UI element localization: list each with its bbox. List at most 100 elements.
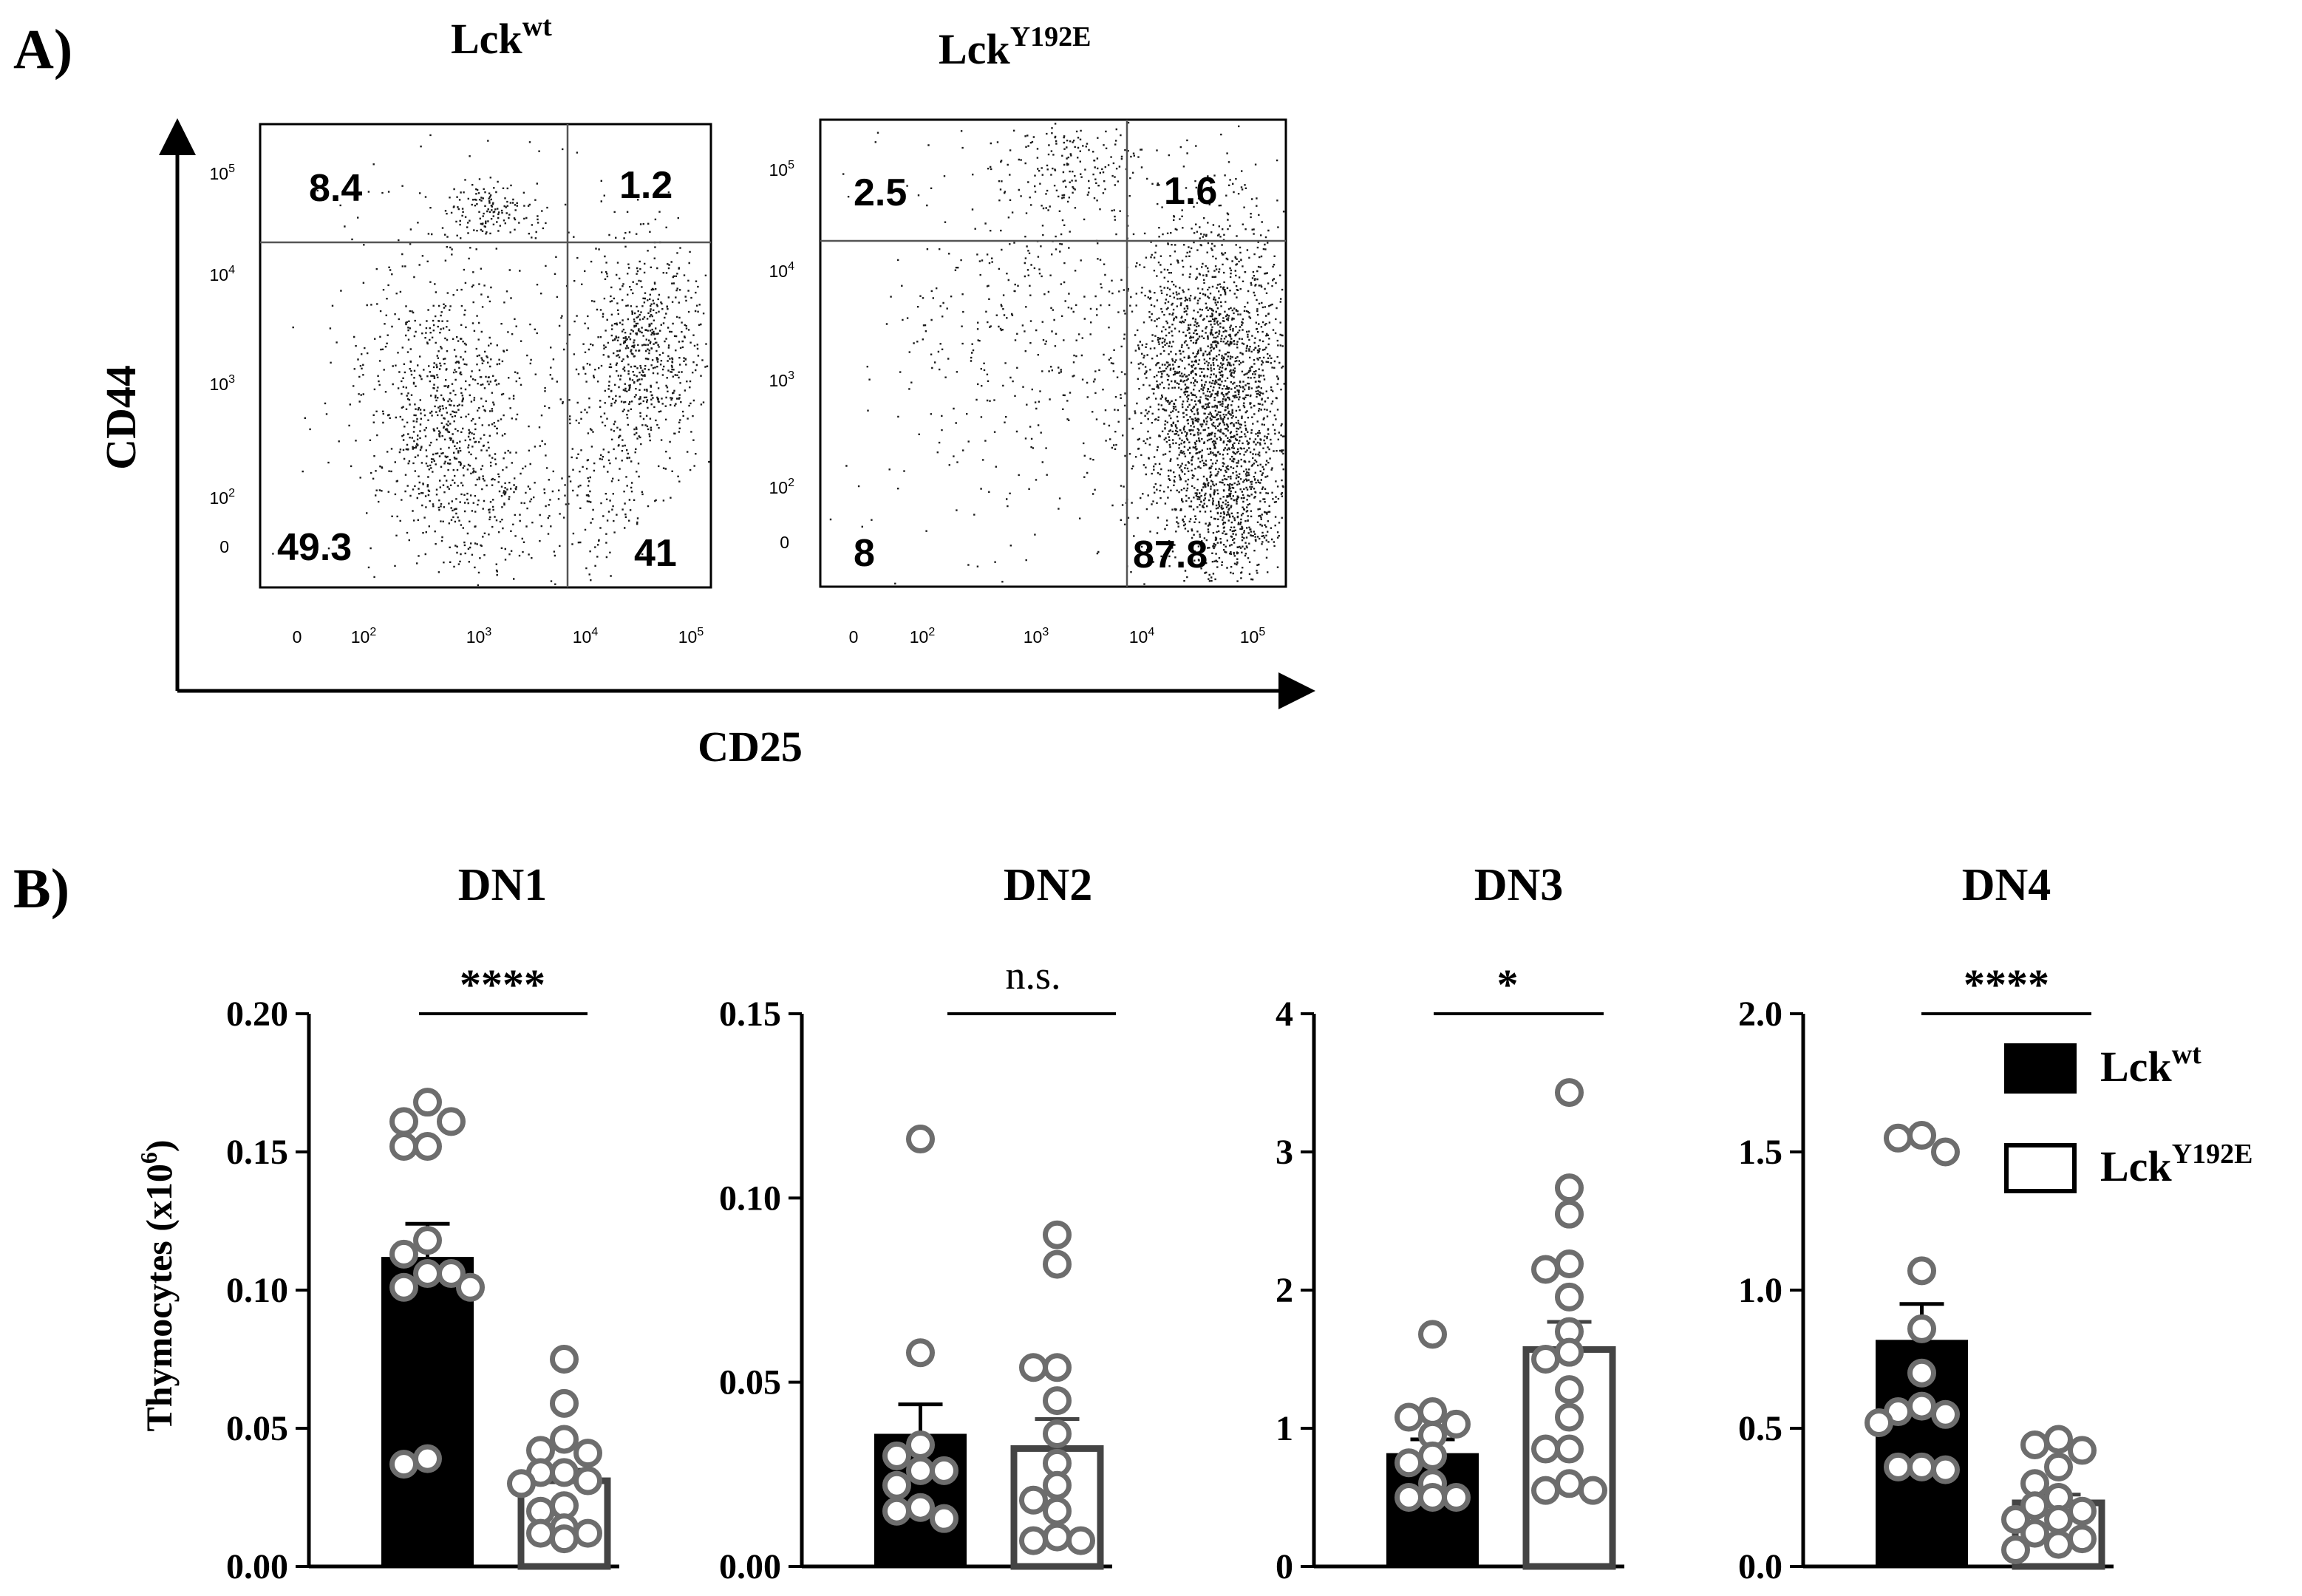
data-point [1555,1434,1584,1464]
data-point [2044,1425,2073,1454]
data-point [2044,1530,2073,1559]
data-point [1395,1483,1423,1512]
data-point [2001,1504,2030,1534]
data-point [906,1430,935,1459]
significance-label: **** [460,961,545,1009]
y-tick-label: 105 [769,159,795,180]
data-point [1884,1123,1913,1153]
event-dots [272,134,710,582]
data-point [1066,1526,1095,1555]
significance-label: **** [1964,961,2049,1009]
chart-title: DN4 [1962,860,2051,910]
y-tick-label: 0.20 [226,995,288,1034]
data-point [882,1470,911,1500]
flow-plot-1-y-ticks: 105 104 103 102 0 [210,163,236,556]
data-point [1907,1452,1936,1481]
y-tick-label: 0 [780,533,789,552]
y-tick-label: 102 [769,477,795,497]
data-point [1019,1526,1048,1555]
data-point [1555,1337,1584,1367]
data-point [906,1493,935,1522]
flow-plot-1-q-top-right: 1.2 [619,164,672,207]
data-point [437,1259,466,1289]
y-tick-label: 103 [210,373,236,394]
data-point [2020,1518,2049,1548]
data-point [1418,1441,1447,1470]
data-point [1395,1448,1423,1478]
y-tick-label: 3 [1276,1133,1293,1172]
data-point [413,1259,442,1289]
y-tick-label: 1 [1276,1409,1293,1448]
data-point [1531,1255,1560,1284]
data-point [882,1496,911,1526]
bar-chart-dn1: DN1 **** 0.00 0.05 0.10 0.15 0.20 [226,860,619,1586]
data-point [1043,1249,1072,1279]
data-point [550,1458,579,1487]
x-tick-label: 0 [849,627,859,647]
cd25-axis-label: CD25 [698,723,803,771]
event-dots [526,183,709,499]
data-point [1931,1399,1960,1429]
panel-b-y-axis-label: Thymocytes (x106) [135,1139,180,1431]
event-dots [1089,125,1285,582]
legend-swatch-y192e [2004,1143,2077,1193]
y-tick-label: 0.10 [719,1179,781,1218]
y-tick-label: 0 [1276,1547,1293,1586]
y-tick-label: 105 [210,163,236,183]
data-point [550,1425,579,1454]
data-point [1043,1419,1072,1448]
data-point [1531,1476,1560,1505]
chart-title: DN1 [458,860,548,910]
data-point [1395,1402,1423,1432]
data-point [1579,1476,1607,1505]
y-tick-label: 0.10 [226,1271,288,1310]
data-point [882,1441,911,1470]
data-point [1043,1470,1072,1500]
y-tick-label: 0.0 [1738,1547,1782,1586]
data-point [389,1132,418,1162]
x-tick-label: 0 [293,627,302,647]
flow-plot-2-q-bottom-left: 8 [854,532,875,575]
data-point [413,1088,442,1117]
data-point [1418,1483,1447,1512]
data-point [1019,1485,1048,1515]
event-dots [409,177,567,250]
data-point [1418,1320,1447,1349]
flow-plot-2-events [829,121,1285,585]
legend-label-wt: Lckwt [2100,1039,2201,1091]
y-tick-label: 1.5 [1738,1133,1782,1172]
y-axis-label-sup: 6 [135,1152,162,1164]
flow-plot-2-y-ticks: 105 104 103 102 0 [769,159,795,552]
data-point [526,1518,555,1548]
x-tick-label: 105 [678,626,704,647]
bar-chart-dn4: DN4 **** 0.0 0.5 1.0 1.5 2.0 [1738,860,2114,1586]
data-point [389,1450,418,1479]
y-tick-label: 0.05 [719,1363,781,1402]
flow-plot-1-q-bottom-left: 49.3 [277,526,352,569]
panel-a-label: A) [13,18,72,81]
data-point [1019,1353,1048,1382]
data-point [413,1226,442,1255]
data-point [550,1524,579,1554]
data-point [1043,1353,1072,1382]
data-point [2068,1436,2097,1465]
data-point [1043,1386,1072,1416]
data-point [1907,1358,1936,1388]
flow-plot-2-title-base: Lck [939,25,1010,73]
data-point [2044,1504,2073,1534]
data-point [2020,1491,2049,1521]
data-point [1418,1397,1447,1427]
flow-plot-1-title: Lckwt [451,11,552,63]
data-point [930,1456,958,1485]
flow-plot-1-title-base: Lck [451,15,522,63]
event-dots [885,160,1174,510]
data-point [1442,1483,1471,1512]
data-point [906,1125,935,1154]
flow-plot-2-q-bottom-right: 87.8 [1133,533,1208,576]
bar [381,1257,474,1566]
data-point [389,1272,418,1302]
flow-plot-2-q-top-left: 2.5 [854,171,907,214]
data-point [1531,1434,1560,1464]
data-point [456,1272,485,1302]
